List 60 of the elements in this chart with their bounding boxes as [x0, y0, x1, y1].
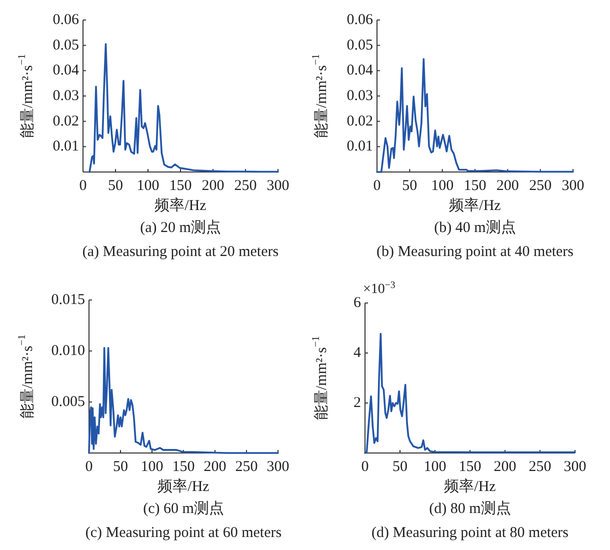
y-tick-label: 6	[354, 295, 362, 311]
y-tick-label: 0.06	[52, 12, 80, 28]
x-tick-label: 150	[464, 178, 486, 194]
x-tick-label: 50	[392, 459, 408, 475]
x-tick-label: 200	[202, 178, 224, 194]
text: (b) Measuring point at 40 meters	[376, 244, 574, 260]
text: (c) 60 m测点	[143, 500, 224, 517]
y-tick-label: 0.02	[52, 113, 79, 130]
text: (d) 80 m测点	[429, 500, 511, 517]
x-tick-label: 50	[113, 459, 128, 475]
x-axis-title: 频率/Hz	[444, 478, 496, 495]
x-tick-label: 100	[424, 459, 446, 475]
x-tick-label: 300	[266, 459, 290, 475]
y-tick-label: 0.02	[346, 113, 373, 130]
x-tick-label: 200	[494, 459, 516, 475]
x-tick-label: 150	[172, 459, 195, 475]
y-tick-label: 0.05	[52, 37, 79, 54]
y-tick-label: 0.05	[346, 37, 373, 54]
x-tick-label: 100	[431, 178, 454, 194]
x-tick-label: 250	[235, 459, 258, 475]
x-tick-label: 0	[85, 459, 93, 475]
x-tick-label: 150	[169, 178, 192, 194]
x-axis-title: 频率/Hz	[158, 478, 210, 495]
y-tick-label: 0.005	[51, 394, 85, 410]
x-tick-label: 300	[564, 459, 586, 475]
x-tick-label: 250	[234, 178, 257, 194]
y-tick-label: 0.010	[51, 343, 85, 359]
x-axis-title: 频率/Hz	[154, 197, 207, 214]
text: (a) Measuring point at 20 meters	[82, 244, 279, 260]
x-tick-label: 300	[562, 178, 584, 194]
y-tick-label: 0.015	[51, 292, 85, 308]
text: (c) Measuring point at 60 meters	[85, 525, 282, 541]
x-tick-label: 100	[136, 178, 160, 194]
y-tick-label: 0.03	[346, 88, 373, 104]
x-tick-label: 0	[79, 178, 87, 194]
y-tick-label: 0.04	[52, 62, 80, 79]
x-tick-label: 200	[496, 178, 519, 194]
text: (d) Measuring point at 80 meters	[371, 525, 569, 541]
x-tick-label: 0	[373, 178, 381, 194]
x-tick-label: 200	[204, 459, 226, 475]
y-tick-label: 4	[354, 345, 362, 361]
y-tick-label: 0.06	[346, 12, 374, 28]
y-tick-label: 2	[354, 395, 361, 411]
y-tick-label: 0.04	[346, 62, 374, 79]
y-tick-label: 0.01	[52, 138, 79, 155]
x-tick-label: 300	[266, 178, 290, 194]
x-tick-label: 0	[361, 459, 369, 475]
text: (a) 20 m测点	[140, 219, 221, 236]
text: (b) 40 m测点	[434, 219, 516, 236]
x-tick-label: 150	[458, 459, 482, 475]
x-tick-label: 50	[402, 178, 418, 194]
line-series	[88, 43, 279, 173]
x-tick-label: 250	[528, 459, 552, 475]
y-tick-label: 0.01	[346, 138, 373, 155]
x-tick-label: 100	[140, 459, 164, 475]
x-tick-label: 250	[529, 178, 552, 194]
y-tick-label: 0.03	[52, 88, 79, 104]
text: ×10$^{−3}$	[363, 280, 396, 297]
x-tick-label: 50	[108, 178, 123, 194]
x-axis-title: 频率/Hz	[449, 197, 502, 214]
